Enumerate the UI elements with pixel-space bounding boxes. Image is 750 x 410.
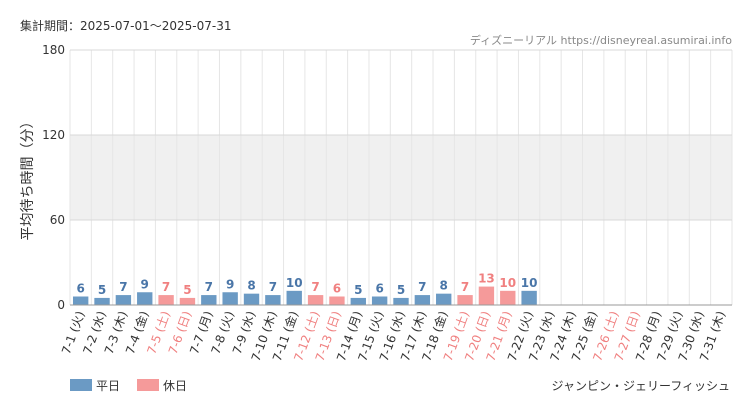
data-label: 5 [354, 283, 362, 297]
bar [201, 295, 217, 305]
shaded-band [70, 135, 732, 220]
bar [72, 296, 89, 305]
data-label: 6 [375, 282, 383, 296]
data-label: 7 [461, 280, 469, 294]
data-label: 5 [183, 283, 191, 297]
data-label: 6 [333, 282, 341, 296]
data-label: 6 [76, 282, 84, 296]
y-axis-label: 平均待ち時間（分） [20, 115, 36, 241]
data-label: 10 [286, 276, 303, 290]
source-label: ディズニーリアル https://disneyreal.asumirai.inf… [470, 33, 732, 47]
bar [393, 297, 409, 305]
data-label: 5 [98, 283, 106, 297]
bar [371, 296, 388, 305]
data-label: 5 [397, 283, 405, 297]
data-label: 9 [141, 277, 149, 291]
data-label: 9 [226, 277, 234, 291]
bar [94, 297, 110, 305]
bar [500, 290, 516, 305]
legend-weekday-label: 平日 [96, 379, 120, 393]
legend-weekday-swatch [70, 379, 92, 391]
legend-holiday-label: 休日 [163, 379, 187, 393]
bar [457, 295, 473, 305]
data-label: 7 [418, 280, 426, 294]
data-label: 7 [162, 280, 170, 294]
y-tick-label: 0 [57, 298, 65, 312]
bar [307, 295, 324, 305]
y-tick-label: 60 [50, 213, 65, 227]
data-label: 8 [440, 279, 448, 293]
data-label: 7 [205, 280, 213, 294]
bar [521, 290, 537, 305]
bar [350, 297, 366, 305]
y-axis-ticks: 0 60 120 180 [42, 43, 65, 312]
bar [329, 296, 345, 305]
bar [243, 293, 260, 305]
bar [286, 290, 302, 305]
bar [158, 295, 174, 305]
bar [265, 295, 281, 305]
data-label: 7 [119, 280, 127, 294]
grid [69, 49, 733, 306]
y-tick-label: 180 [42, 43, 65, 57]
bar [478, 286, 495, 305]
data-label: 8 [247, 279, 255, 293]
bar [179, 297, 196, 305]
data-label: 10 [521, 276, 538, 290]
data-label: 7 [269, 280, 277, 294]
legend: 平日 休日 [70, 379, 187, 393]
legend-holiday-swatch [137, 379, 159, 391]
bar [115, 295, 132, 305]
bar [414, 295, 431, 305]
period-label: 集計期間：2025-07-01～2025-07-31 [20, 18, 231, 33]
bar [222, 292, 238, 305]
data-labels: 6 5 7 9 7 5 7 9 8 7 10 7 6 5 6 5 7 8 713 10 10 [76, 272, 537, 297]
x-axis-ticks: 7-1 (火)7-2 (水)7-3 (木)7-4 (金)7-5 (土)7-6 (… [59, 309, 728, 363]
bar [137, 292, 153, 305]
bar [436, 293, 452, 305]
y-tick-label: 120 [42, 128, 65, 142]
data-label: 7 [311, 280, 319, 294]
data-label: 13 [478, 272, 495, 286]
data-label: 10 [499, 276, 516, 290]
attraction-name: ジャンピン・ジェリーフィッシュ [552, 379, 730, 393]
bars [72, 286, 537, 305]
